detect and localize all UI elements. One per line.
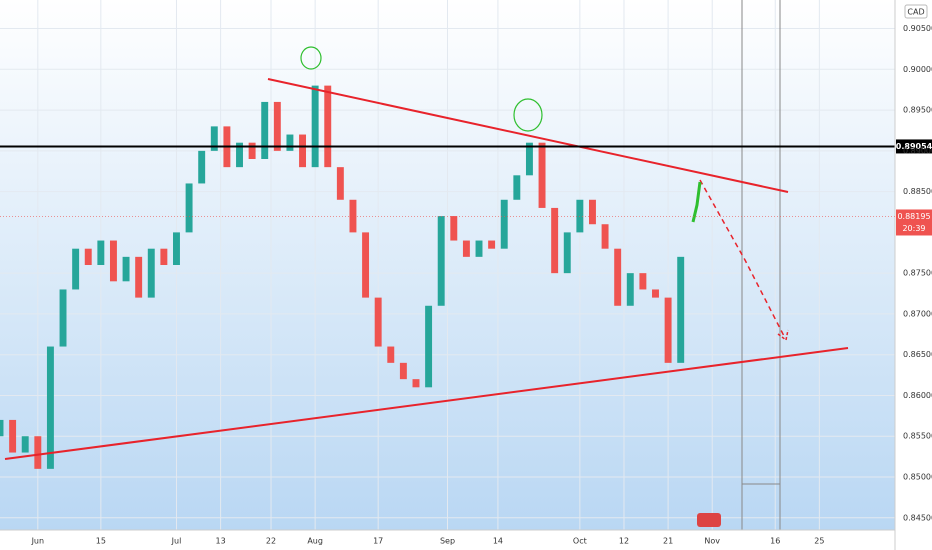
horizontal-line: 0.89054 [0,139,932,154]
x-tick-label: Aug [307,537,323,546]
level-label-box [896,139,932,154]
highlight-stroke [691,181,702,223]
candle-body [173,232,180,265]
x-tick-label: 21 [663,537,673,546]
candle-body [387,346,395,363]
candle-body [97,240,105,265]
projection-arrow [699,179,786,339]
candle-body [311,85,319,168]
candle-body [261,101,269,159]
candle-body [160,248,168,265]
countdown-label: 20:39 [902,224,925,233]
candle-body [210,126,218,151]
candle-body [601,224,609,249]
candle-body [122,256,130,282]
currency-label: CAD [907,8,924,17]
highlight-circle [300,46,322,70]
candle-body [475,240,483,257]
x-tick-label: 22 [266,537,276,546]
last-price-box [896,209,932,236]
candle-body [362,232,370,298]
candle-body [450,216,458,241]
candle-body [588,199,596,225]
candle-body [412,379,420,388]
candle-body [324,85,332,168]
candle-body [59,289,67,347]
level-label: 0.89054 [896,142,932,151]
candle-body [664,297,672,363]
candle-body [399,362,407,380]
candle-body [336,167,344,200]
candle-body [551,207,559,274]
candles [0,85,685,469]
candle-body [525,142,533,176]
candle-body [462,240,470,257]
candle-body [0,419,4,437]
x-tick-label: 13 [216,537,226,546]
candle-body [639,273,647,290]
x-tick-label: 14 [493,537,503,546]
candle-body [147,248,155,298]
candle-body [248,142,256,159]
x-tick-label: 12 [619,537,629,546]
candle-body [437,216,445,306]
x-tick-label: 25 [814,537,824,546]
trend-line [4,347,849,460]
candle-body [349,199,357,233]
x-tick-label: 16 [770,537,780,546]
highlight-circle [513,98,543,132]
y-tick-label: 0.90500 [903,24,932,33]
candle-body [46,346,54,469]
candle-body [374,297,382,347]
candle-body [84,248,92,265]
arrow-head [777,329,789,342]
candle-body [9,419,17,453]
candle-body [21,436,29,453]
trend-line [267,78,789,193]
candle-body [72,248,80,290]
last-price-label: 0.88195 [897,212,930,221]
x-tick-label: 17 [373,537,383,546]
candle-body [273,101,281,151]
x-tick-label: Nov [704,537,720,546]
x-tick-label: Sep [440,537,455,546]
candle-body [185,183,193,233]
candle-body [135,256,143,298]
x-tick-label: 15 [96,537,106,546]
event-icon [697,513,721,527]
candle-body [614,248,622,306]
candle-body [236,142,243,168]
candle-body [425,305,433,388]
candle-body [109,240,117,282]
candle-body [500,199,508,249]
candle-body [538,142,546,208]
currency-box [904,4,928,19]
candle-body [488,240,496,249]
x-tick-label: Jul [171,537,182,546]
candle-body [198,150,206,184]
candle-body [652,289,659,298]
candle-body [626,273,634,306]
x-tick-label: Oct [573,537,587,546]
x-tick-label: Jun [31,537,45,546]
candle-body [563,232,571,274]
candle-body [286,134,294,151]
candle-body [299,134,307,168]
candle-body [677,256,685,363]
candle-body [513,175,521,200]
candle-body [34,436,42,469]
